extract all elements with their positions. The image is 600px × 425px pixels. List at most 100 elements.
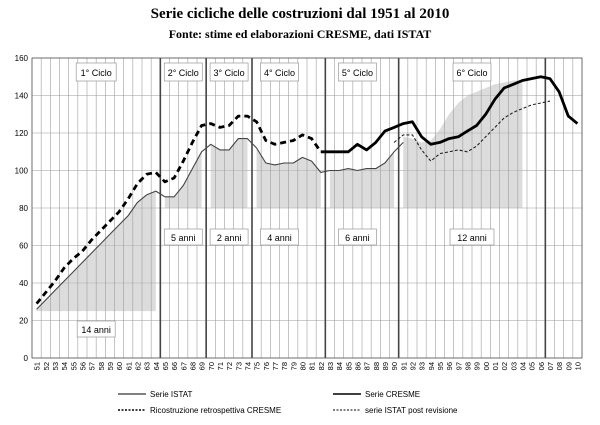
x-tick-label: 59: [106, 362, 115, 370]
x-tick-label: 83: [326, 362, 335, 370]
cycle-label-box: [452, 62, 492, 82]
y-tick-label: 40: [19, 279, 28, 288]
x-tick-label: 81: [308, 362, 317, 370]
cycle-label: 4° Ciclo: [264, 68, 295, 78]
x-tick-label: 79: [289, 362, 298, 370]
x-tick-label: 94: [427, 362, 436, 370]
x-tick-label: 77: [271, 362, 280, 370]
y-tick-label: 60: [19, 242, 28, 251]
x-tick-label: 05: [528, 362, 537, 370]
cycle-duration-label: 6 anni: [345, 233, 370, 243]
y-tick-label: 0: [24, 354, 29, 363]
legend-label: serie ISTAT post revisione: [365, 406, 458, 415]
y-tick-label: 120: [15, 129, 29, 138]
cycle-label-box: [163, 62, 203, 82]
x-tick-label: 65: [161, 362, 170, 370]
x-tick-label: 52: [42, 362, 51, 370]
y-tick-label: 80: [19, 204, 28, 213]
x-tick-label: 62: [133, 362, 142, 370]
x-tick-label: 58: [97, 362, 106, 370]
series-line-3: [35, 114, 322, 305]
cycle-label: 5° Ciclo: [342, 68, 373, 78]
x-tick-label: 98: [463, 362, 472, 370]
x-tick-label: 51: [33, 362, 42, 370]
x-tick-label: 92: [408, 362, 417, 370]
cycle-duration-box: [209, 228, 249, 246]
cycle-duration-label: 12 anni: [457, 233, 487, 243]
x-tick-label: 03: [509, 362, 518, 370]
x-tick-label: 01: [491, 362, 500, 370]
chart-title: Serie cicliche delle costruzioni dal 195…: [150, 6, 450, 22]
x-tick-label: 09: [564, 362, 573, 370]
series-line-4: [393, 100, 551, 162]
x-tick-label: 02: [500, 362, 509, 370]
y-tick-label: 140: [15, 92, 29, 101]
x-tick-label: 99: [473, 362, 482, 370]
shade-area-3: [210, 138, 248, 208]
legend: Serie ISTAT Serie CRESME Ricostruzione ret…: [118, 390, 458, 415]
y-tick-label: 20: [19, 317, 28, 326]
x-tick-label: 88: [372, 362, 381, 370]
legend-label: Ricostruzione retrospettiva CRESME: [150, 406, 281, 415]
x-tick-label: 76: [262, 362, 271, 370]
x-tick-label: 67: [179, 362, 188, 370]
x-tick-label: 55: [69, 362, 78, 370]
x-tick-label: 72: [225, 362, 234, 370]
x-tick-label: 04: [518, 362, 527, 370]
y-tick-label: 100: [15, 167, 29, 176]
cycle-duration-box: [163, 228, 203, 246]
x-tick-label: 75: [253, 362, 262, 370]
x-tick-label: 80: [298, 362, 307, 370]
cycle-label-box: [75, 62, 117, 82]
cycle-label: 3° Ciclo: [214, 68, 245, 78]
cycle-duration-label: 2 anni: [217, 233, 242, 243]
cycle-label-box: [338, 62, 377, 82]
x-tick-label: 96: [445, 362, 454, 370]
x-tick-label: 87: [363, 362, 372, 370]
gridlines: [31, 57, 583, 359]
x-tick-label: 10: [573, 362, 582, 370]
cycle-duration-label: 14 anni: [81, 325, 111, 335]
x-tick-label: 70: [207, 362, 216, 370]
cycle-labels: 1° Ciclo 14 anni 2° Ciclo 5 anni 3° Ciclo 2 a…: [75, 62, 495, 338]
cycle-boundaries: [159, 58, 547, 358]
x-tick-label: 00: [482, 362, 491, 370]
x-tick-label: 71: [216, 362, 225, 370]
x-tick-label: 85: [344, 362, 353, 370]
series-line-1: [36, 138, 404, 310]
legend-label: Serie ISTAT: [150, 390, 192, 399]
x-tick-label: 78: [280, 362, 289, 370]
x-tick-label: 60: [115, 362, 124, 370]
cycle-label: 1° Ciclo: [81, 68, 112, 78]
x-tick-label: 54: [60, 362, 69, 370]
x-tick-label: 90: [390, 362, 399, 370]
x-tick-label: 74: [243, 362, 252, 370]
x-tick-label: 53: [51, 362, 60, 370]
y-tick-label: 160: [15, 54, 29, 63]
x-tick-label: 06: [537, 362, 546, 370]
x-tick-label: 91: [399, 362, 408, 370]
x-tick-label: 69: [198, 362, 207, 370]
x-tick-label: 63: [143, 362, 152, 370]
cycle-duration-box: [260, 228, 299, 246]
series-lines: [35, 75, 579, 310]
legend-label: Serie CRESME: [365, 390, 420, 399]
x-tick-label: 56: [78, 362, 87, 370]
x-tick-label: 07: [546, 362, 555, 370]
series-line-2: [320, 75, 579, 154]
cycle-label: 2° Ciclo: [168, 68, 199, 78]
x-tick-label: 73: [234, 362, 243, 370]
x-tick-label: 68: [188, 362, 197, 370]
x-tick-label: 97: [454, 362, 463, 370]
x-tick-label: 89: [381, 362, 390, 370]
x-tick-label: 82: [317, 362, 326, 370]
x-tick-label: 66: [170, 362, 179, 370]
cycle-duration-label: 4 anni: [267, 233, 292, 243]
shade-area-2: [164, 151, 202, 208]
x-tick-label: 57: [88, 362, 97, 370]
x-tick-label: 86: [353, 362, 362, 370]
cycle-duration-box: [76, 320, 116, 338]
cycle-label-box: [209, 62, 249, 82]
